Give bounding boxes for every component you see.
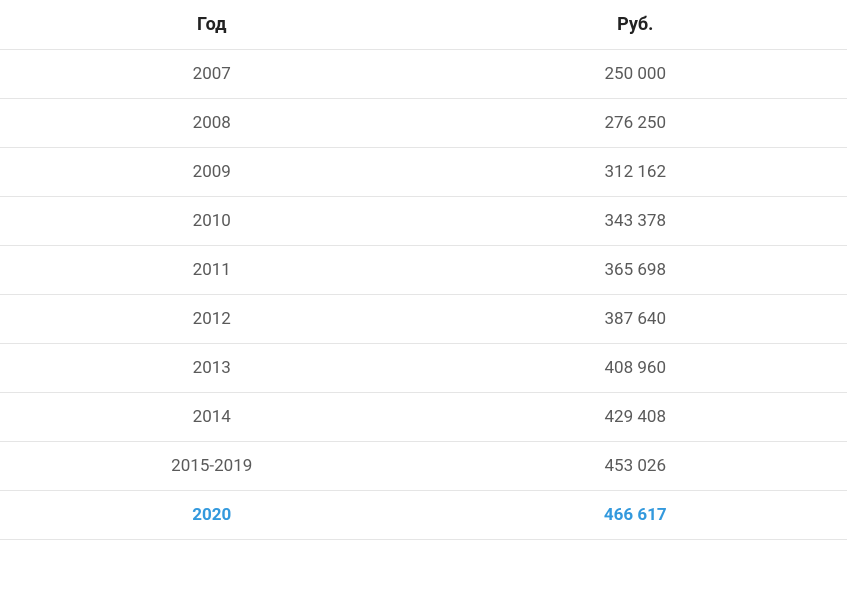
- table-row: 2010 343 378: [0, 197, 847, 246]
- table-row: 2009 312 162: [0, 148, 847, 197]
- cell-year: 2008: [0, 99, 424, 148]
- table-row: 2015-2019 453 026: [0, 442, 847, 491]
- cell-value: 408 960: [424, 344, 847, 393]
- cell-value: 429 408: [424, 393, 847, 442]
- table-row: 2013 408 960: [0, 344, 847, 393]
- table-row: 2011 365 698: [0, 246, 847, 295]
- cell-year: 2011: [0, 246, 424, 295]
- table-header-row: Год Руб.: [0, 0, 847, 50]
- cell-year: 2007: [0, 50, 424, 99]
- table-row-highlight: 2020 466 617: [0, 491, 847, 540]
- cell-year: 2014: [0, 393, 424, 442]
- table-row: 2007 250 000: [0, 50, 847, 99]
- table-row: 2012 387 640: [0, 295, 847, 344]
- cell-value: 466 617: [424, 491, 847, 540]
- cell-value: 343 378: [424, 197, 847, 246]
- cell-value: 276 250: [424, 99, 847, 148]
- table-row: 2014 429 408: [0, 393, 847, 442]
- cell-year: 2015-2019: [0, 442, 424, 491]
- cell-value: 387 640: [424, 295, 847, 344]
- cell-year: 2013: [0, 344, 424, 393]
- data-table: Год Руб. 2007 250 000 2008 276 250 2009 …: [0, 0, 847, 540]
- cell-year: 2012: [0, 295, 424, 344]
- table-body: 2007 250 000 2008 276 250 2009 312 162 2…: [0, 50, 847, 540]
- column-header-value: Руб.: [424, 0, 847, 50]
- table-row: 2008 276 250: [0, 99, 847, 148]
- cell-value: 365 698: [424, 246, 847, 295]
- cell-year: 2020: [0, 491, 424, 540]
- cell-year: 2009: [0, 148, 424, 197]
- cell-value: 250 000: [424, 50, 847, 99]
- cell-value: 312 162: [424, 148, 847, 197]
- cell-year: 2010: [0, 197, 424, 246]
- column-header-year: Год: [0, 0, 424, 50]
- cell-value: 453 026: [424, 442, 847, 491]
